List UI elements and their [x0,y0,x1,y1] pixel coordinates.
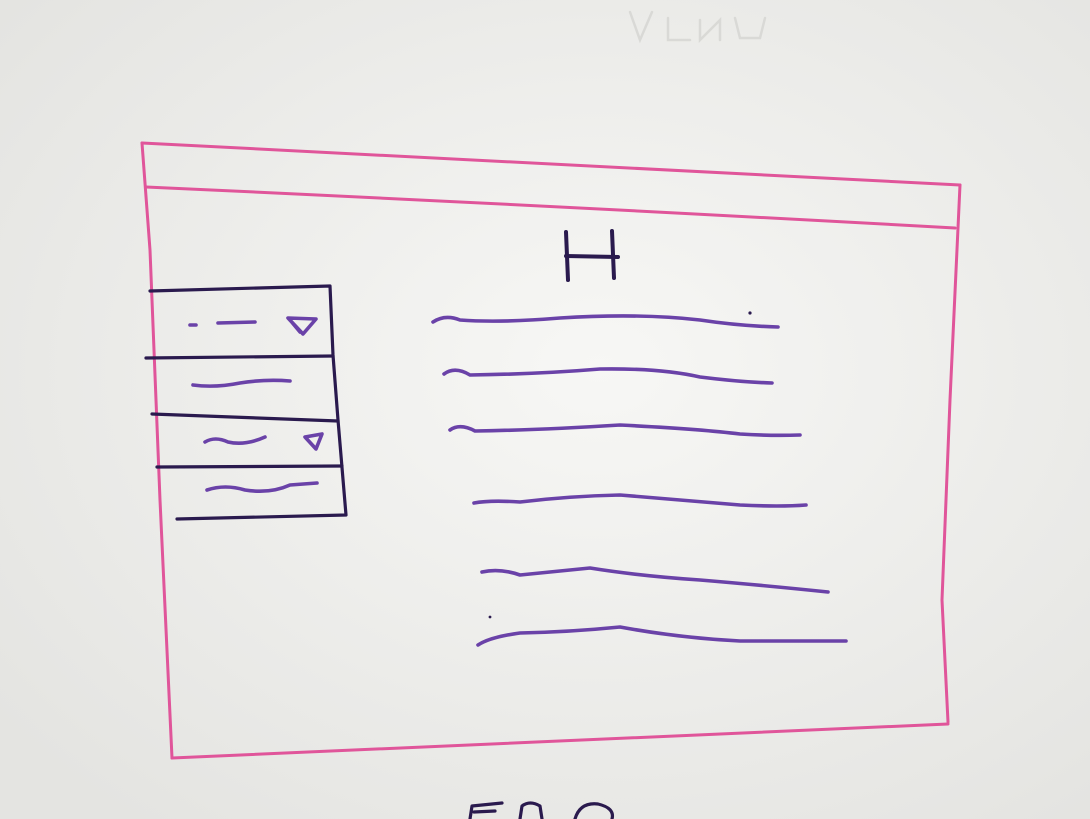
sidebar-item-label [188,320,257,327]
dropdown-arrow-icon [303,432,324,451]
text-line [476,625,848,647]
text-line [472,493,808,508]
content-text [431,314,848,647]
ink-dot [488,615,492,619]
sidebar-menu[interactable] [144,284,348,521]
sidebar-item-3[interactable] [203,432,324,451]
page-frame [140,141,962,760]
header-divider [144,185,957,230]
text-line [480,566,830,594]
ink-dot [748,311,752,315]
heading-h [564,229,620,282]
sidebar-item-label [191,378,292,388]
sidebar-divider [150,412,340,423]
sidebar-item-4[interactable] [205,481,319,493]
text-line [442,367,774,385]
text-line [448,423,802,438]
ghost-writing [628,10,767,44]
sidebar-item-1[interactable] [188,316,318,336]
sidebar-divider [144,354,335,360]
sidebar-item-label [203,435,267,445]
dropdown-arrow-icon [286,316,318,336]
cutoff-writing [468,801,615,819]
sidebar-item-label [205,481,319,493]
sidebar-item-2[interactable] [191,378,292,388]
sidebar-divider [155,464,344,469]
text-line [431,314,780,329]
